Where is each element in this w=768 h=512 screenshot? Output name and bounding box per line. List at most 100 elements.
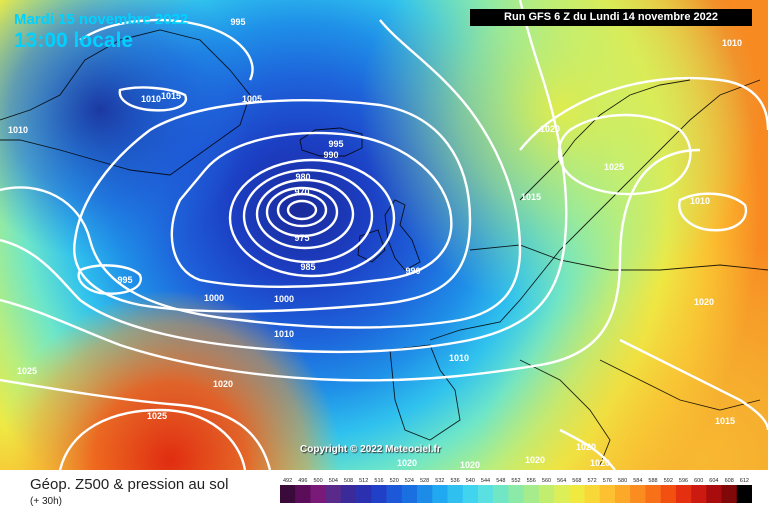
scale-tick-label: 496 [298, 478, 307, 484]
scale-swatch [523, 485, 540, 503]
isobar-label: 990 [405, 266, 420, 276]
isobar-label: 1010 [690, 196, 710, 206]
scale-tick-label: 500 [314, 478, 323, 484]
scale-tick-label: 540 [466, 478, 475, 484]
isobar-label: 1025 [604, 162, 624, 172]
scale-tick-label: 592 [664, 478, 673, 484]
scale-tick-label: 536 [451, 478, 460, 484]
scale-swatch [584, 485, 600, 503]
isobar-label: 1020 [590, 458, 610, 468]
scale-tick-label: 520 [390, 478, 399, 484]
isobar-label: 1015 [161, 91, 181, 101]
isobar-label: 995 [117, 275, 132, 285]
scale-tick-label: 568 [572, 478, 581, 484]
isobar-label: 970 [294, 187, 309, 197]
scale-swatch [493, 485, 509, 503]
isobar-label: 1020 [694, 297, 714, 307]
scale-swatch [371, 485, 387, 503]
scale-tick-label: 508 [344, 478, 353, 484]
scale-tick-label: 572 [588, 478, 597, 484]
scale-tick-label: 612 [740, 478, 749, 484]
scale-swatch [706, 485, 722, 503]
scale-tick-label: 560 [542, 478, 551, 484]
scale-swatch [538, 485, 555, 503]
isobar-label: 1010 [8, 125, 28, 135]
scale-swatch [736, 485, 752, 503]
scale-swatch [630, 485, 646, 503]
scale-tick-label: 576 [603, 478, 612, 484]
isobar-label: 1025 [17, 366, 37, 376]
scale-tick-label: 580 [618, 478, 627, 484]
scale-swatch [569, 485, 585, 503]
isobars [0, 0, 768, 470]
scale-swatch [340, 485, 357, 503]
isobar-label: 1020 [460, 460, 480, 470]
scale-tick-label: 588 [648, 478, 657, 484]
scale-tick-label: 512 [359, 478, 368, 484]
scale-swatch [660, 485, 677, 503]
isobar-label: 1010 [274, 329, 294, 339]
scale-swatch [386, 485, 403, 503]
scale-tick-label: 556 [527, 478, 536, 484]
isobar-label: 1025 [147, 411, 167, 421]
isobar-label: 995 [230, 17, 245, 27]
scale-tick-label: 504 [329, 478, 338, 484]
scale-swatch [645, 485, 661, 503]
isobar-label: 1015 [715, 416, 735, 426]
scale-tick-label: 596 [679, 478, 688, 484]
forecast-date: Mardi 15 novembre 2022 [14, 11, 189, 28]
scale-swatch [462, 485, 479, 503]
isobar-label: 1020 [397, 458, 417, 468]
isobar-label: 1020 [525, 455, 545, 465]
scale-swatch [401, 485, 418, 503]
isobar-label: 1015 [521, 192, 541, 202]
isobar-label: 1020 [540, 124, 560, 134]
scale-tick-label: 528 [420, 478, 429, 484]
isobar-label: 1020 [213, 379, 233, 389]
scale-tick-label: 516 [374, 478, 383, 484]
isobar-label: 995 [328, 139, 343, 149]
isobar-label: 1000 [274, 294, 294, 304]
scale-swatch [554, 485, 570, 503]
scale-swatch [325, 485, 342, 503]
scale-tick-label: 584 [633, 478, 642, 484]
isobar-label: 1005 [242, 94, 262, 104]
scale-tick-label: 564 [557, 478, 566, 484]
isobar-label: 1010 [449, 353, 469, 363]
scale-swatch [447, 485, 463, 503]
scale-swatch [615, 485, 631, 503]
scale-tick-label: 604 [709, 478, 718, 484]
isobar-label: 1000 [204, 293, 224, 303]
scale-tick-label: 524 [405, 478, 414, 484]
model-run-banner: Run GFS 6 Z du Lundi 14 novembre 2022 [470, 9, 752, 26]
legend-subtitle: (+ 30h) [30, 496, 62, 507]
isobar-label: 1010 [722, 38, 742, 48]
scale-swatch [417, 485, 433, 503]
forecast-time: 13:00 locale [14, 29, 134, 52]
scale-tick-label: 548 [496, 478, 505, 484]
isobar-label: 985 [300, 262, 315, 272]
scale-swatch [508, 485, 524, 503]
scale-swatch [280, 485, 296, 503]
scale-swatch [356, 485, 372, 503]
legend-title: Géop. Z500 & pression au sol [30, 476, 229, 493]
color-scale: 492 496 500 504 508 512 516 520 524 528 532 536 540 5… [280, 478, 752, 503]
scale-swatch [477, 485, 494, 503]
scale-tick-label: 532 [435, 478, 444, 484]
copyright-notice: Copyright © 2022 Meteociel.fr [300, 444, 441, 455]
scale-tick-label: 544 [481, 478, 490, 484]
scale-tick-label: 600 [694, 478, 703, 484]
scale-tick-label: 492 [283, 478, 292, 484]
isobar-label: 1010 [141, 94, 161, 104]
scale-tick-label: 608 [725, 478, 734, 484]
isobar-label: 980 [295, 172, 310, 182]
scale-swatch [721, 485, 737, 503]
scale-swatch [675, 485, 692, 503]
scale-swatch [295, 485, 311, 503]
scale-swatch [432, 485, 448, 503]
scale-tick-label: 552 [511, 478, 520, 484]
isobar-label: 990 [323, 150, 338, 160]
scale-swatch [310, 485, 326, 503]
